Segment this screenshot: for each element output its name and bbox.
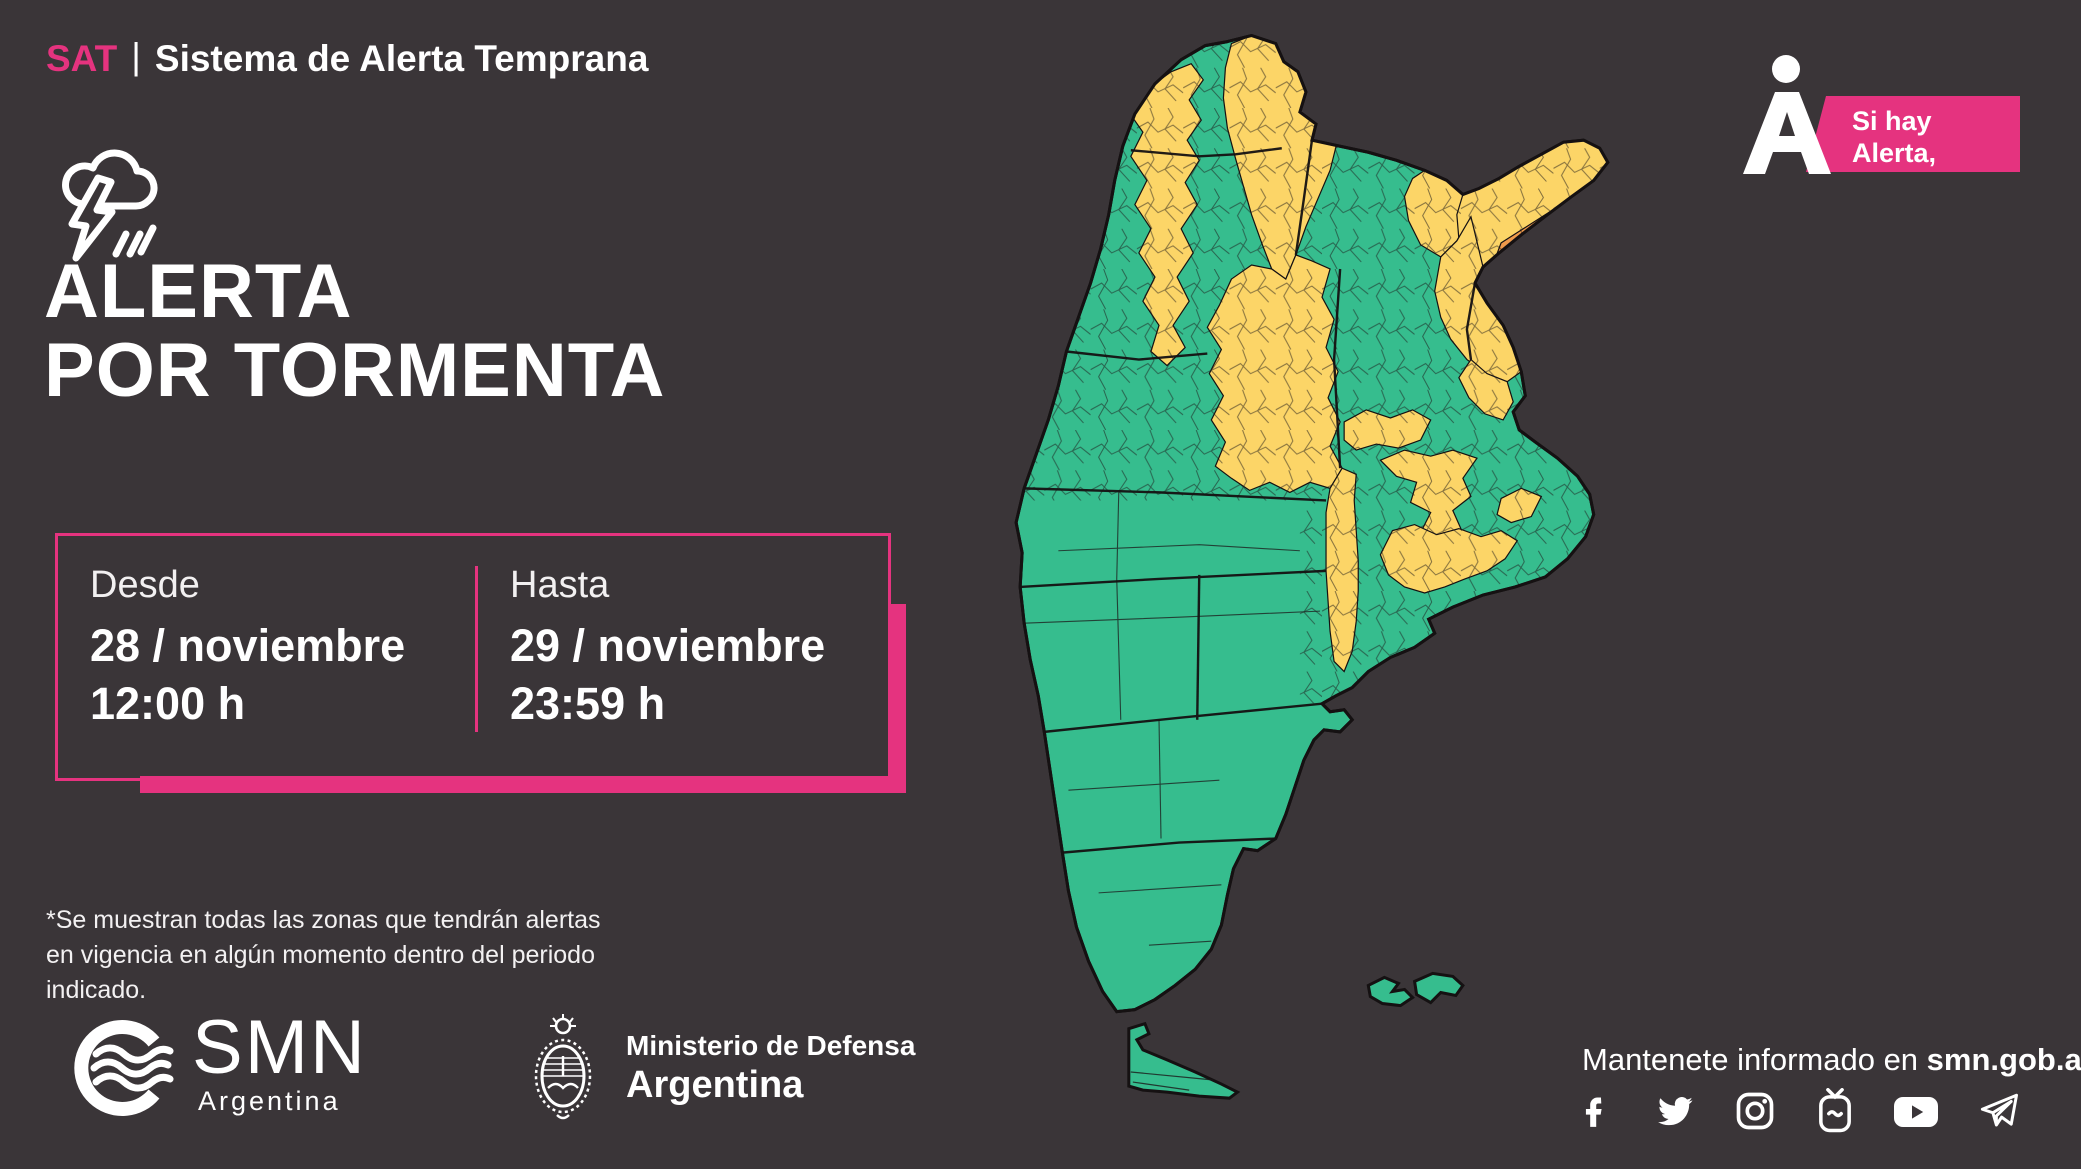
youtube-icon[interactable] xyxy=(1892,1091,1940,1131)
alert-title: ALERTA POR TORMENTA xyxy=(44,252,665,410)
header-title: Sistema de Alerta Temprana xyxy=(154,38,649,79)
smn-logo-icon xyxy=(74,1020,174,1116)
smn-logo-text: SMN xyxy=(192,1005,367,1090)
sat-brand: SAT xyxy=(46,38,118,79)
alert-badge-banner: Si hay Alerta, estate alerta xyxy=(1806,96,2020,172)
storm-cloud-lightning-icon xyxy=(62,149,158,262)
info-site[interactable]: smn.gob.ar xyxy=(1926,1042,2081,1077)
period-from-date: 28 / noviembre xyxy=(90,620,406,671)
alert-person-icon xyxy=(1743,55,1831,174)
smn-logo: SMN Argentina xyxy=(66,1005,367,1120)
period-box: Desde 28 / noviembre 12:00 h Hasta 29 / … xyxy=(55,533,891,781)
ministry-country: Argentina xyxy=(626,1063,804,1106)
badge-line1: Si hay Alerta, xyxy=(1852,106,1937,168)
header-separator: | xyxy=(131,36,141,77)
twitter-icon[interactable] xyxy=(1652,1090,1698,1132)
alert-title-line1: ALERTA xyxy=(44,249,353,334)
argentina-coat-of-arms-icon xyxy=(534,1014,592,1120)
map-malvinas-islands xyxy=(1366,971,1465,1008)
header: SAT | Sistema de Alerta Temprana xyxy=(46,36,649,80)
period-box-accent-bottom xyxy=(140,776,906,793)
map-province-borders xyxy=(1020,140,1477,854)
social-row xyxy=(1578,1088,2022,1134)
period-from-time: 12:00 h xyxy=(90,677,246,729)
alert-title-line2: POR TORMENTA xyxy=(44,328,666,414)
period-divider xyxy=(475,566,478,732)
period-to-label: Hasta xyxy=(510,564,610,606)
smn-logo-country: Argentina xyxy=(198,1086,341,1117)
period-to-date: 29 / noviembre xyxy=(510,620,826,671)
instagram-icon[interactable] xyxy=(1733,1089,1777,1133)
map-patagonia-borders xyxy=(1024,492,1321,946)
period-from-label: Desde xyxy=(90,564,200,606)
period-to: Hasta 29 / noviembre 23:59 h xyxy=(510,564,825,732)
info-line: Mantenete informado en smn.gob.ar xyxy=(1582,1042,2081,1078)
ministry-logo: Ministerio de Defensa Argentina xyxy=(524,1012,915,1124)
telegram-icon[interactable] xyxy=(1976,1090,2022,1132)
igtv-icon[interactable] xyxy=(1813,1088,1857,1134)
facebook-icon[interactable] xyxy=(1578,1090,1616,1132)
map-tierra-del-fuego xyxy=(1127,1021,1241,1100)
disclaimer-text: *Se muestran todas las zonas que tendrán… xyxy=(46,906,601,1004)
period-to-time: 23:59 h xyxy=(510,677,666,729)
period-from: Desde 28 / noviembre 12:00 h xyxy=(90,564,405,732)
info-prefix: Mantenete informado en xyxy=(1582,1042,1927,1077)
argentina-alert-map xyxy=(998,26,1642,1156)
badge-line2: estate alerta xyxy=(1852,169,1990,198)
ministry-name: Ministerio de Defensa xyxy=(626,1029,916,1061)
period-box-accent-right xyxy=(889,604,906,793)
